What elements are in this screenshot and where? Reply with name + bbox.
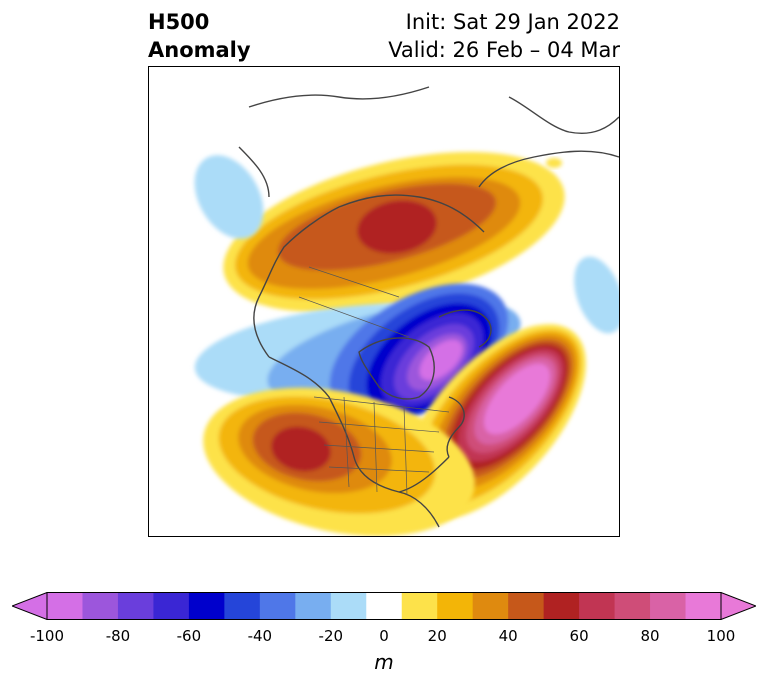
colorbar-segment <box>614 592 651 620</box>
chart-title-right: Init: Sat 29 Jan 2022 Valid: 26 Feb – 04… <box>388 8 620 64</box>
colorbar-tick-label: -60 <box>176 627 202 645</box>
coastlines <box>238 86 619 528</box>
init-date: Init: Sat 29 Jan 2022 <box>405 10 620 34</box>
title-line-anomaly: Anomaly <box>148 38 251 62</box>
colorbar-segment <box>401 592 438 620</box>
colorbar-segment <box>153 592 190 620</box>
colorbar-segment <box>650 592 687 620</box>
colorbar-tick-label: 40 <box>498 627 518 645</box>
colorbar-under-arrow <box>12 592 48 620</box>
colorbar-unit-label: m <box>374 650 394 674</box>
colorbar-tick-label: 0 <box>379 627 389 645</box>
colorbar-segment <box>685 592 722 620</box>
colorbar-tick-label: 80 <box>640 627 660 645</box>
valid-date-range: Valid: 26 Feb – 04 Mar <box>388 38 620 62</box>
colorbar-segment <box>295 592 332 620</box>
ridge-alaska <box>223 151 565 313</box>
colorbar-segment <box>117 592 154 620</box>
colorbar-tick-label: 60 <box>569 627 589 645</box>
colorbar-segment <box>366 592 403 620</box>
colorbar-segments <box>47 592 722 620</box>
map-panel <box>148 66 620 537</box>
colorbar-segment <box>259 592 296 620</box>
colorbar-segment <box>224 592 261 620</box>
chart-title-left: H500 Anomaly <box>148 8 251 64</box>
title-line-h500: H500 <box>148 10 210 34</box>
trough-hudson-bay <box>194 283 521 421</box>
colorbar-segment <box>543 592 580 620</box>
colorbar-tick-label: -20 <box>318 627 344 645</box>
colorbar-segment <box>82 592 119 620</box>
colorbar-segment <box>579 592 616 620</box>
colorbar-tick-label: -40 <box>247 627 273 645</box>
colorbar-segment <box>472 592 509 620</box>
ridge-siberia-small <box>546 158 562 168</box>
colorbar-tick-label: 100 <box>706 627 736 645</box>
colorbar-tick-label: 20 <box>427 627 447 645</box>
political-borders <box>298 266 450 496</box>
colorbar-tick-label: -80 <box>105 627 131 645</box>
colorbar-outline <box>46 592 722 620</box>
colorbar-segment <box>437 592 474 620</box>
colorbar-over-arrow <box>720 592 756 620</box>
colorbar-segment <box>330 592 367 620</box>
colorbar <box>12 592 756 620</box>
colorbar-tick-label: -100 <box>29 627 65 645</box>
colorbar-segment <box>47 592 83 620</box>
colorbar-segment <box>508 592 545 620</box>
colorbar-segment <box>188 592 225 620</box>
trough-edges <box>194 155 619 334</box>
ridge-southwest-us <box>203 387 475 536</box>
map-canvas <box>194 86 619 536</box>
